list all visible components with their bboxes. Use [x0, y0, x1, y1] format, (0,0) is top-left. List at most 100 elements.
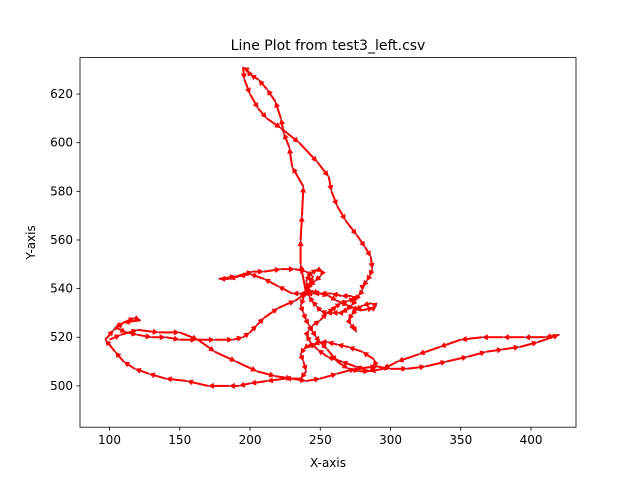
direction-arrow: [186, 379, 209, 387]
direction-arrow: [305, 285, 312, 292]
direction-arrow: [258, 79, 268, 90]
direction-arrow: [280, 127, 300, 143]
direction-arrow: [235, 270, 253, 278]
direction-arrow: [298, 305, 305, 313]
direction-arrow: [337, 342, 349, 349]
direction-arrow: [266, 89, 277, 102]
y-tick-label: 580: [50, 184, 73, 198]
direction-arrow: [137, 328, 159, 335]
direction-arrow: [242, 332, 250, 339]
direction-arrow: [351, 308, 358, 316]
direction-arrow: [341, 360, 356, 368]
direction-arrow: [115, 351, 125, 363]
direction-arrow: [218, 274, 236, 281]
direction-arrow: [257, 108, 267, 119]
direction-arrow: [319, 312, 328, 321]
direction-arrow: [300, 347, 307, 355]
direction-arrow: [165, 335, 180, 342]
direction-arrow: [351, 299, 358, 306]
direction-arrow: [407, 364, 426, 371]
direction-arrow: [285, 375, 301, 382]
direction-arrow: [519, 340, 539, 348]
direction-arrow: [345, 318, 352, 326]
direction-arrow: [250, 74, 259, 81]
direction-arrow: [364, 246, 371, 257]
chart-title: Line Plot from test3_left.csv: [231, 38, 426, 54]
x-tick-label: 300: [379, 433, 402, 447]
direction-arrow: [303, 329, 309, 337]
direction-arrow: [502, 344, 520, 351]
direction-arrow: [309, 295, 315, 303]
direction-arrow: [316, 161, 329, 177]
direction-arrow: [123, 361, 136, 370]
direction-arrow: [358, 289, 365, 296]
x-axis-label: X-axis: [310, 456, 346, 470]
direction-arrow: [348, 346, 363, 353]
direction-arrow: [344, 219, 357, 236]
direction-arrow: [274, 101, 282, 119]
direction-arrow: [368, 256, 375, 270]
direction-arrow: [306, 334, 312, 343]
direction-arrow: [126, 330, 138, 337]
direction-arrow: [368, 366, 377, 373]
y-axis-ticks: 500 520 540 560 580 600 620: [50, 87, 80, 393]
direction-arrow: [300, 297, 306, 306]
direction-arrow: [460, 336, 483, 342]
direction-arrow: [331, 292, 342, 298]
direction-arrow: [301, 361, 308, 372]
direction-arrow: [304, 274, 311, 282]
direction-arrow: [439, 338, 462, 348]
direction-arrow: [287, 147, 294, 168]
direction-arrow: [256, 317, 265, 326]
direction-arrow: [362, 351, 375, 360]
y-axis-label: Y-axis: [24, 225, 38, 260]
direction-arrow: [359, 306, 374, 312]
direction-arrow: [151, 334, 166, 341]
direction-arrow: [325, 309, 332, 316]
y-tick-label: 520: [50, 330, 73, 344]
direction-arrow: [313, 339, 321, 346]
direction-arrow: [524, 334, 546, 341]
direction-arrow: [314, 275, 322, 282]
direction-arrow: [148, 372, 166, 380]
direction-arrow: [134, 368, 150, 375]
direction-arrow: [316, 305, 323, 313]
direction-arrow: [283, 133, 291, 148]
direction-arrow: [243, 79, 251, 95]
direction-arrow: [266, 117, 281, 129]
direction-arrow: [109, 334, 121, 341]
direction-arrow: [314, 335, 321, 343]
direction-arrow: [114, 326, 127, 333]
direction-arrow: [311, 300, 318, 308]
direction-arrow: [264, 278, 279, 288]
direction-arrow: [481, 334, 503, 341]
direction-arrow: [115, 321, 125, 328]
direction-arrow: [327, 340, 338, 347]
direction-arrow: [249, 325, 257, 334]
direction-arrow: [252, 268, 265, 275]
direction-arrow: [355, 294, 361, 301]
direction-arrow: [320, 291, 329, 298]
direction-arrow: [247, 69, 253, 77]
direction-arrow: [312, 320, 321, 327]
direction-arrow: [165, 376, 187, 383]
direction-arrow: [207, 382, 229, 389]
direction-arrow: [305, 270, 314, 277]
direction-arrow: [334, 303, 342, 309]
direction-arrow: [179, 336, 197, 343]
x-tick-label: 350: [449, 433, 472, 447]
plot-layer: [104, 66, 560, 389]
direction-arrow: [348, 367, 360, 373]
direction-arrow: [137, 333, 152, 340]
direction-arrow: [297, 240, 304, 265]
direction-arrow: [425, 360, 447, 368]
direction-arrow: [362, 279, 369, 287]
direction-arrow: [249, 93, 259, 109]
direction-arrow: [240, 67, 247, 80]
direction-arrow: [298, 264, 308, 294]
direction-arrow: [485, 347, 503, 354]
direction-arrow: [327, 176, 334, 192]
direction-arrow: [104, 329, 114, 341]
x-tick-label: 250: [309, 433, 332, 447]
